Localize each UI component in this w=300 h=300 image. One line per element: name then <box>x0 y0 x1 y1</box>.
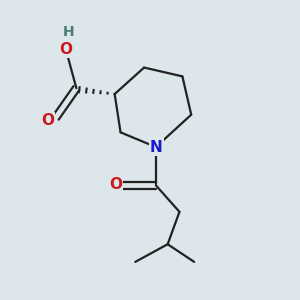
Text: O: O <box>109 177 122 192</box>
Text: O: O <box>41 113 54 128</box>
Text: N: N <box>150 140 163 154</box>
Text: H: H <box>63 25 75 39</box>
Text: O: O <box>60 42 73 57</box>
